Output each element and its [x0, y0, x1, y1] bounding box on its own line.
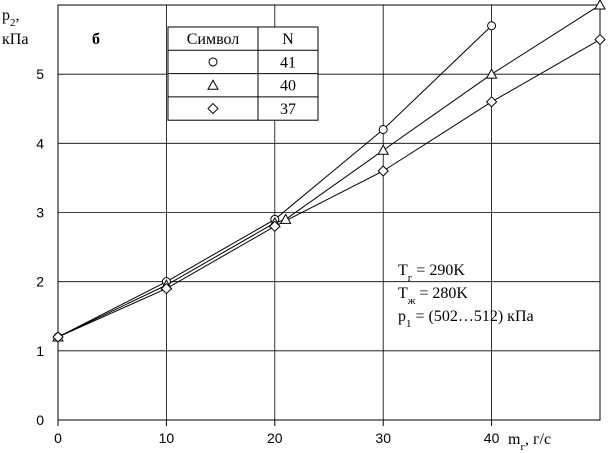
x-tick-label: 0	[54, 430, 62, 446]
annotation-part: T	[398, 262, 408, 279]
marker	[485, 96, 498, 108]
legend-header: Символ	[187, 31, 240, 48]
legend-header: N	[282, 31, 294, 48]
annotation-part: ж	[407, 295, 416, 307]
marker	[594, 33, 606, 46]
y-tick-label: 2	[36, 274, 44, 290]
annotation: p1 = (502…512) кПа	[398, 308, 534, 330]
y-tick-label: 0	[36, 412, 44, 428]
x-tick-label: 20	[267, 430, 283, 446]
legend-label: 37	[280, 101, 296, 118]
marker	[52, 331, 64, 343]
plot-frame	[57, 4, 601, 421]
marker	[160, 282, 173, 295]
marker	[279, 213, 292, 224]
marker	[207, 79, 219, 90]
y-tick-label: 1	[36, 343, 44, 359]
x-axis-label: mг, г/с	[508, 431, 551, 453]
annotation-part: 1	[406, 318, 412, 330]
x-tick-label: 40	[484, 430, 500, 446]
annotation-part: = 280K	[415, 285, 468, 302]
marker	[378, 125, 388, 134]
y-tick-label: 4	[36, 135, 44, 151]
plot-area	[58, 5, 600, 338]
legend-label: 41	[280, 54, 296, 71]
marker	[208, 57, 218, 67]
legend-label: 40	[280, 78, 296, 95]
y-axis-label: кПа	[2, 31, 28, 48]
y-tick-label: 3	[36, 205, 44, 221]
marker	[377, 144, 390, 155]
annotation: Tг = 290K	[398, 262, 465, 284]
marker	[485, 68, 498, 79]
annotation-part: p	[398, 308, 406, 325]
series-line	[58, 5, 600, 338]
series-line	[58, 39, 600, 338]
marker	[487, 21, 497, 31]
annotation: Tж = 280K	[398, 285, 468, 307]
annotation-part: = (502…512) кПа	[412, 308, 534, 325]
y-axis-label-part: 2	[10, 17, 16, 29]
panel-label: б	[92, 31, 100, 48]
y-axis-label: p2,	[2, 7, 20, 29]
annotation-part: T	[398, 285, 408, 302]
annotation-part: = 290K	[412, 262, 465, 279]
annotation-part: г	[408, 272, 413, 284]
y-tick-label: 5	[36, 66, 44, 82]
x-axis-label-part: m	[508, 431, 521, 448]
x-axis-label-part: , г/с	[525, 431, 551, 448]
marker	[594, 0, 606, 10]
marker	[377, 165, 389, 177]
marker	[269, 220, 281, 233]
marker	[207, 102, 219, 115]
x-tick-label: 30	[375, 430, 391, 446]
y-axis-label-part: ,	[16, 7, 20, 24]
y-axis-label-part: p	[2, 7, 10, 24]
x-axis-label-part: г	[520, 441, 525, 453]
x-tick-label: 10	[159, 430, 175, 446]
